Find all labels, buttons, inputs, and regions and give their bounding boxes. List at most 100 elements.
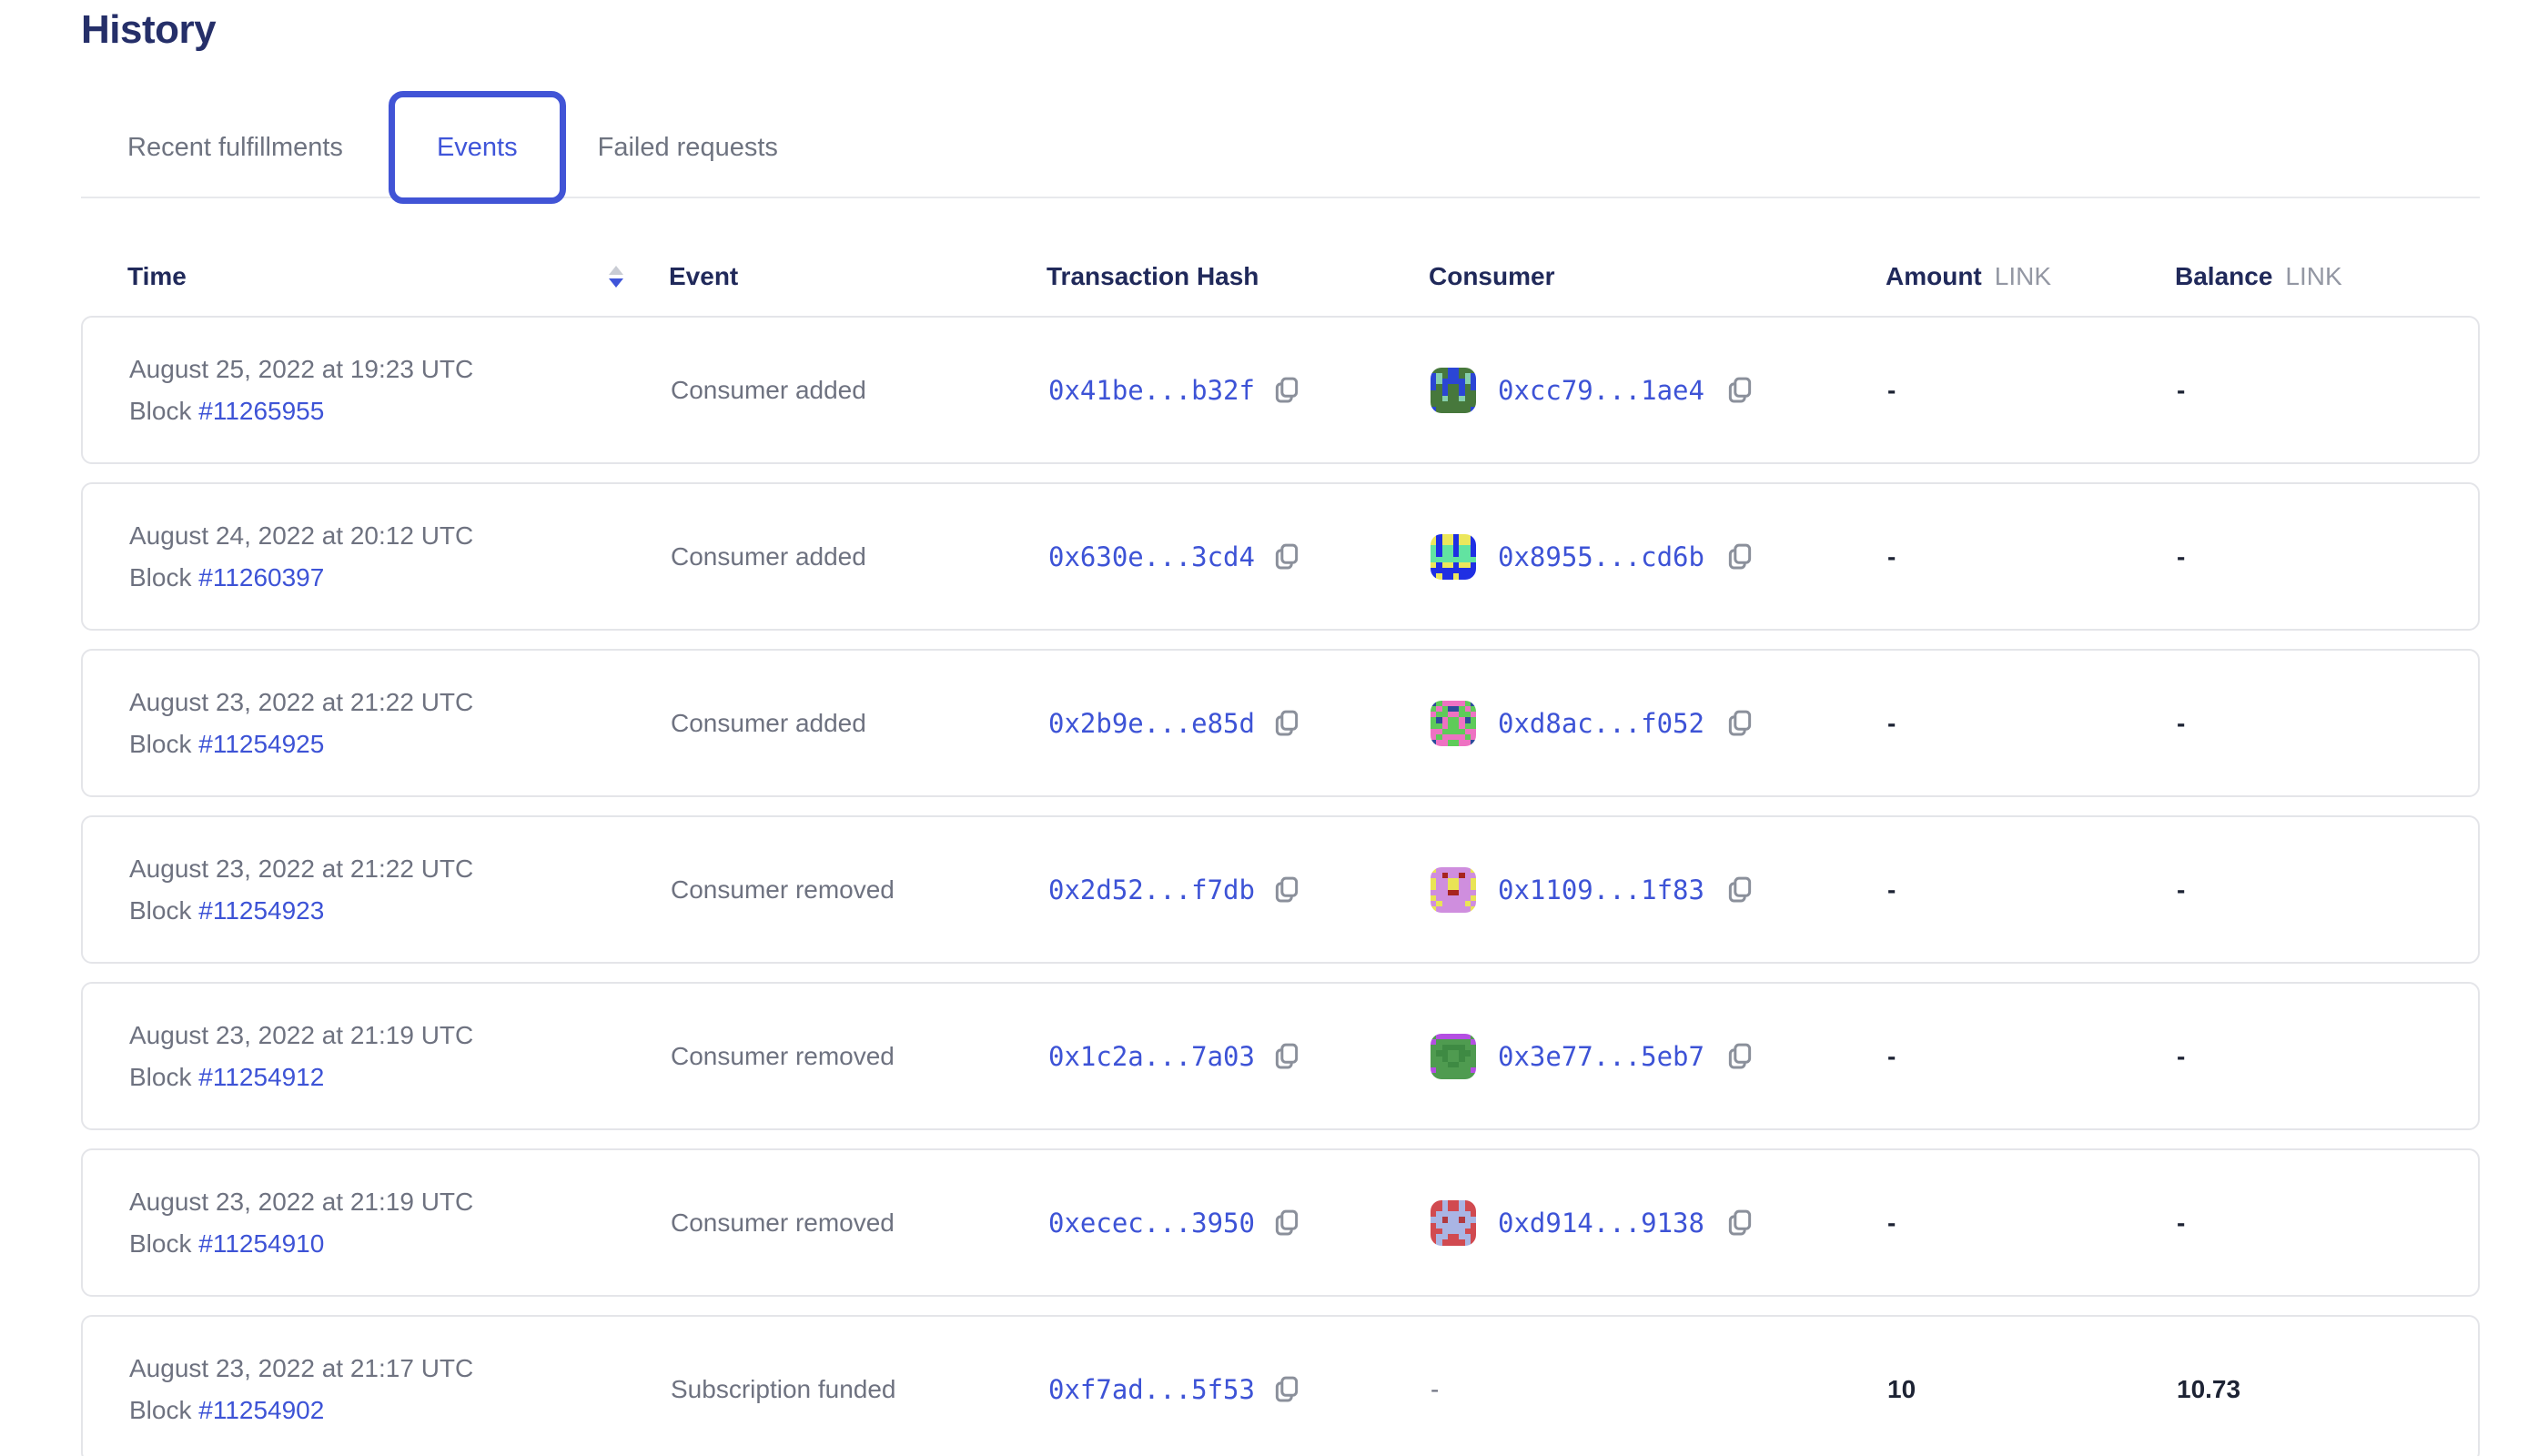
balance-value: - [2177,708,2186,737]
event-timestamp: August 23, 2022 at 21:17 UTC [129,1353,474,1382]
transaction-hash-link[interactable]: 0x2d52...f7db [1048,874,1255,905]
copy-consumer-address-icon[interactable] [1726,1041,1754,1072]
tab-failed-requests[interactable]: Failed requests [597,132,778,162]
block-line: Block #11254902 [129,1395,671,1424]
block-number-link[interactable]: #11254902 [198,1395,325,1424]
transaction-hash-link[interactable]: 0x1c2a...7a03 [1048,1040,1255,1072]
block-label: Block [129,396,199,425]
event-timestamp: August 23, 2022 at 21:22 UTC [129,854,474,883]
amount-value: - [1887,1208,1896,1237]
balance-unit-label: LINK [2285,262,2342,290]
consumer-cell: 0xd8ac...f052 [1431,700,1887,746]
copy-consumer-address-icon[interactable] [1726,708,1754,739]
block-number-link[interactable]: #11254925 [198,729,325,758]
transaction-hash-cell: 0x41be...b32f [1048,375,1431,406]
table-row: August 25, 2022 at 19:23 UTC Block #1126… [81,316,2480,464]
time-cell: August 23, 2022 at 21:17 UTC Block #1125… [129,1353,671,1424]
page-title: History [81,7,217,52]
copy-consumer-address-icon[interactable] [1726,1208,1754,1239]
table-header: Time Event Transaction Hash Consumer Amo… [81,251,2480,302]
column-header-transaction-hash: Transaction Hash [1047,262,1259,290]
copy-transaction-hash-icon[interactable] [1273,1208,1300,1239]
copy-transaction-hash-icon[interactable] [1273,1041,1300,1072]
transaction-hash-link[interactable]: 0x2b9e...e85d [1048,707,1255,739]
block-line: Block #11254910 [129,1228,671,1258]
event-type-label: Consumer removed [671,1041,895,1070]
transaction-hash-link[interactable]: 0xecec...3950 [1048,1207,1255,1239]
event-type-label: Consumer removed [671,1208,895,1237]
time-cell: August 25, 2022 at 19:23 UTC Block #1126… [129,354,671,425]
time-cell: August 23, 2022 at 21:22 UTC Block #1125… [129,854,671,925]
consumer-address-link[interactable]: 0x8955...cd6b [1498,541,1704,572]
table-row: August 23, 2022 at 21:19 UTC Block #1125… [81,982,2480,1130]
transaction-hash-link[interactable]: 0xf7ad...5f53 [1048,1373,1255,1405]
copy-transaction-hash-icon[interactable] [1273,708,1300,739]
block-label: Block [129,1228,199,1258]
block-line: Block #11260397 [129,562,671,592]
tab-recent-fulfillments[interactable]: Recent fulfillments [127,132,343,162]
block-label: Block [129,1395,199,1424]
time-cell: August 23, 2022 at 21:19 UTC Block #1125… [129,1022,671,1091]
consumer-address-link[interactable]: 0xd8ac...f052 [1498,707,1704,739]
block-label: Block [129,562,199,592]
sort-descending-icon[interactable] [609,266,623,288]
copy-consumer-address-icon[interactable] [1726,875,1754,905]
event-type-label: Consumer removed [671,875,895,904]
block-number-link[interactable]: #11265955 [198,396,325,425]
tab-events[interactable]: Events [388,91,566,204]
copy-transaction-hash-icon[interactable] [1273,375,1300,406]
transaction-hash-link[interactable]: 0x630e...3cd4 [1048,541,1255,572]
event-timestamp: August 23, 2022 at 21:19 UTC [129,1187,474,1216]
copy-transaction-hash-icon[interactable] [1273,1374,1300,1405]
tab-bar: Recent fulfillments Events Failed reques… [81,91,2480,204]
transaction-hash-link[interactable]: 0x41be...b32f [1048,374,1255,406]
copy-transaction-hash-icon[interactable] [1273,875,1300,905]
amount-value: - [1887,1041,1896,1070]
balance-value: 10.73 [2177,1374,2241,1403]
block-label: Block [129,1062,199,1091]
consumer-address-link[interactable]: 0x1109...1f83 [1498,874,1704,905]
block-label: Block [129,729,199,758]
event-type-label: Consumer added [671,541,866,571]
sort-up-triangle-icon [609,266,623,275]
block-number-link[interactable]: #11254923 [198,895,325,925]
table-row: August 24, 2022 at 20:12 UTC Block #1126… [81,482,2480,631]
consumer-address-link[interactable]: 0x3e77...5eb7 [1498,1040,1704,1072]
amount-unit-label: LINK [1994,262,2052,290]
amount-value: - [1887,708,1896,737]
transaction-hash-cell: 0xf7ad...5f53 [1048,1374,1431,1405]
consumer-cell: 0x1109...1f83 [1431,866,1887,913]
event-type-label: Consumer added [671,708,866,737]
amount-value: - [1887,541,1896,571]
column-header-time[interactable]: Time [127,262,187,290]
event-timestamp: August 25, 2022 at 19:23 UTC [129,354,474,383]
consumer-identicon [1431,700,1476,746]
balance-value: - [2177,541,2186,571]
block-line: Block #11254925 [129,729,671,758]
time-cell: August 23, 2022 at 21:22 UTC Block #1125… [129,689,671,758]
copy-consumer-address-icon[interactable] [1726,541,1754,572]
consumer-cell: - [1431,1375,1887,1404]
table-row: August 23, 2022 at 21:17 UTC Block #1125… [81,1315,2480,1456]
copy-consumer-address-icon[interactable] [1726,375,1754,406]
consumer-address-link[interactable]: 0xd914...9138 [1498,1207,1704,1239]
copy-transaction-hash-icon[interactable] [1273,541,1300,572]
table-row: August 23, 2022 at 21:22 UTC Block #1125… [81,815,2480,964]
block-number-link[interactable]: #11254912 [198,1062,325,1091]
balance-value: - [2177,1041,2186,1070]
consumer-cell: 0x8955...cd6b [1431,533,1887,580]
consumer-cell: 0xcc79...1ae4 [1431,367,1887,413]
amount-value: 10 [1887,1374,1916,1403]
block-line: Block #11265955 [129,396,671,425]
consumer-address-link[interactable]: 0xcc79...1ae4 [1498,374,1704,406]
consumer-identicon [1431,1199,1476,1246]
transaction-hash-cell: 0x1c2a...7a03 [1048,1041,1431,1072]
transaction-hash-cell: 0x2b9e...e85d [1048,708,1431,739]
consumer-identicon [1431,533,1476,580]
balance-value: - [2177,875,2186,904]
block-line: Block #11254923 [129,895,671,925]
block-number-link[interactable]: #11254910 [198,1228,325,1258]
block-number-link[interactable]: #11260397 [198,562,325,592]
sort-down-triangle-icon [609,278,623,288]
